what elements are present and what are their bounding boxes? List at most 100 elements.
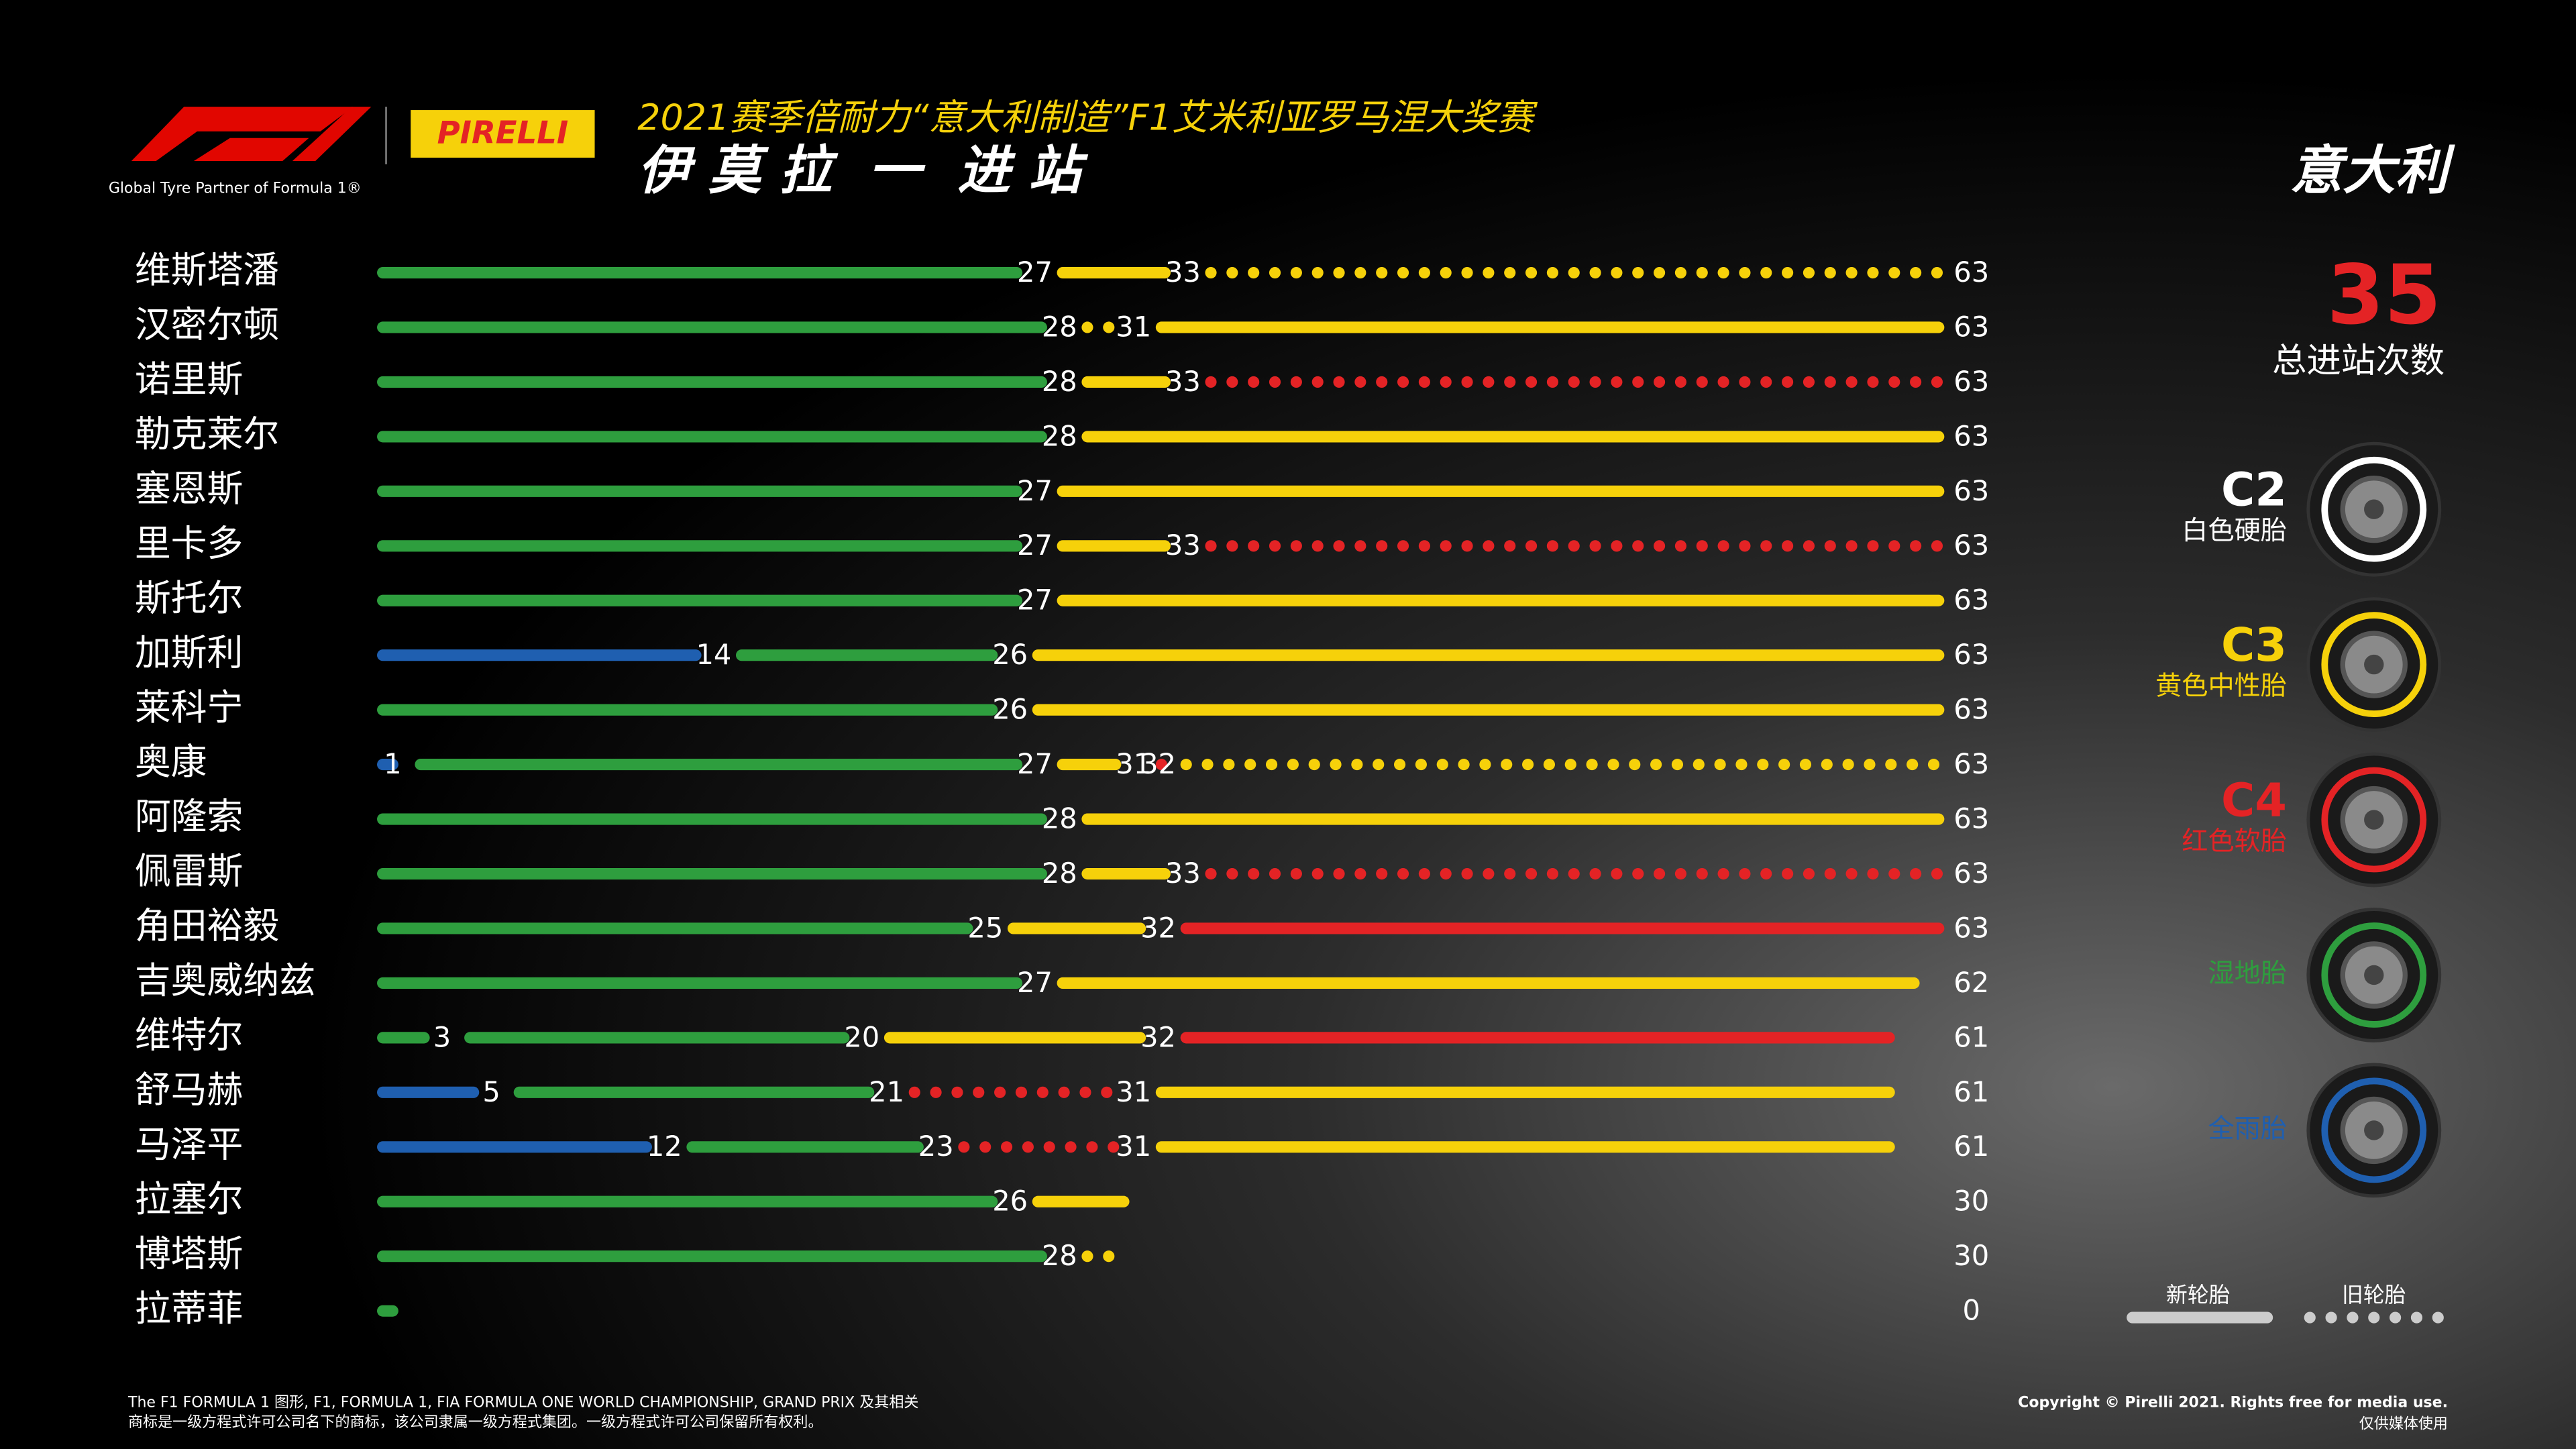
compound-code: C4	[2221, 774, 2287, 828]
total-laps: 30	[1953, 1185, 1989, 1218]
pirelli-logo	[411, 110, 595, 158]
driver-name: 拉蒂菲	[135, 1287, 244, 1330]
tyre-band	[2321, 922, 2427, 1028]
partner: Global Tyre Partner of Formula 1®	[109, 180, 362, 197]
driver-name: 加斯利	[135, 631, 244, 674]
total-laps: 63	[1953, 747, 1989, 780]
pit-lap: 28	[1042, 857, 1077, 890]
pit-lap: 26	[992, 1185, 1028, 1218]
compound-name: 红色软胎	[2182, 826, 2287, 857]
tyre-band	[2321, 612, 2427, 717]
total-laps: 61	[1953, 1020, 1989, 1053]
pit-lap: 33	[1165, 857, 1201, 890]
legal-2: 商标是一级方程式许可公司名下的商标，该公司隶属一级方程式集团。一级方程式许可公司…	[128, 1414, 822, 1431]
driver-name: 维特尔	[135, 1014, 244, 1057]
legal-1: The F1 FORMULA 1 图形, F1, FORMULA 1, FIA …	[127, 1394, 918, 1411]
total-laps: 63	[1953, 365, 1989, 398]
total-laps: 63	[1953, 911, 1989, 944]
compound-code: C2	[2221, 464, 2287, 517]
tyre-band	[2321, 1077, 2427, 1183]
pit-lap: 31	[1116, 1075, 1151, 1108]
total-laps: 63	[1953, 529, 1989, 561]
title: 2021赛季倍耐力“意大利制造”F1艾米利亚罗马涅大奖赛	[637, 96, 1538, 138]
total-stops-label: 总进站次数	[2272, 341, 2445, 381]
tyre-band	[2321, 767, 2427, 873]
pit-lap: 33	[1165, 256, 1201, 288]
hub	[2364, 654, 2384, 675]
total-laps: 30	[1953, 1239, 1989, 1272]
driver-name: 塞恩斯	[135, 468, 244, 510]
pit-lap: 28	[1042, 310, 1077, 343]
pit-lap: 28	[1042, 802, 1077, 835]
driver-name: 奥康	[135, 741, 207, 783]
pit-lap: 27	[1017, 584, 1053, 616]
pit-lap: 27	[1017, 529, 1053, 561]
total-laps: 63	[1953, 256, 1989, 288]
pit-lap: 27	[1017, 474, 1053, 507]
driver-name: 诺里斯	[135, 358, 244, 400]
total-laps: 63	[1953, 638, 1989, 671]
total-laps: 63	[1953, 584, 1989, 616]
pit-lap: 26	[992, 693, 1028, 726]
pit-lap: 25	[967, 911, 1003, 944]
total-laps: 62	[1953, 966, 1989, 999]
pit-lap: 26	[992, 638, 1028, 671]
pit-lap: 31	[1116, 747, 1151, 780]
total-laps: 63	[1953, 693, 1989, 726]
legend-used: 旧轮胎	[2342, 1282, 2406, 1307]
total-laps: 61	[1953, 1075, 1989, 1108]
driver-name: 阿隆索	[135, 796, 244, 838]
pit-lap: 27	[1017, 256, 1053, 288]
pit-lap: 21	[869, 1075, 904, 1108]
total-laps: 63	[1953, 474, 1989, 507]
driver-name: 维斯塔潘	[135, 249, 279, 291]
pit-lap: 31	[1116, 1130, 1151, 1163]
pit-lap: 31	[1116, 310, 1151, 343]
pit-lap: 28	[1042, 365, 1077, 398]
pit-lap: 12	[647, 1130, 682, 1163]
f1-logo	[131, 107, 372, 161]
pit-lap: 33	[1165, 529, 1201, 561]
driver-name: 斯托尔	[135, 577, 244, 619]
driver-name: 佩雷斯	[135, 850, 244, 892]
pit-lap: 28	[1042, 1239, 1077, 1272]
compound-code: C3	[2221, 619, 2287, 672]
driver-name: 马泽平	[135, 1123, 244, 1165]
country: 意大利	[2290, 140, 2456, 201]
tyre-band	[2321, 456, 2427, 562]
compound-name: 黄色中性胎	[2155, 671, 2287, 701]
pit-lap: 33	[1165, 365, 1201, 398]
pit-lap: 14	[696, 638, 731, 671]
legend-new: 新轮胎	[2166, 1282, 2231, 1307]
copyright: Copyright © Pirelli 2021. Rights free fo…	[2018, 1394, 2448, 1411]
pit-lap: 27	[1017, 966, 1053, 999]
pit-lap: 1	[384, 747, 401, 780]
driver-name: 角田裕毅	[135, 905, 279, 947]
hub	[2364, 810, 2384, 830]
compound-name: 湿地胎	[2208, 959, 2287, 989]
compound-name: 全雨胎	[2208, 1114, 2287, 1144]
total-laps: 61	[1953, 1130, 1989, 1163]
pit-lap: 32	[1140, 911, 1176, 944]
driver-name: 拉塞尔	[135, 1178, 244, 1220]
pit-lap: 20	[844, 1020, 879, 1053]
driver-name: 博塔斯	[135, 1232, 244, 1275]
pit-lap: 32	[1140, 747, 1176, 780]
pit-lap: 27	[1017, 747, 1053, 780]
pit-lap: 3	[433, 1020, 451, 1053]
driver-name: 舒马赫	[135, 1069, 244, 1111]
hub	[2364, 499, 2384, 519]
total-laps: 0	[1963, 1294, 1980, 1327]
driver-name: 汉密尔顿	[135, 304, 279, 346]
total-stops: 35	[2327, 247, 2441, 343]
media-note: 仅供媒体使用	[2359, 1415, 2448, 1432]
compound-name: 白色硬胎	[2182, 516, 2287, 546]
hub	[2364, 1120, 2384, 1140]
total-laps: 63	[1953, 419, 1989, 452]
pit-lap: 32	[1140, 1020, 1176, 1053]
total-laps: 63	[1953, 802, 1989, 835]
driver-name: 吉奥威纳兹	[135, 959, 315, 1002]
